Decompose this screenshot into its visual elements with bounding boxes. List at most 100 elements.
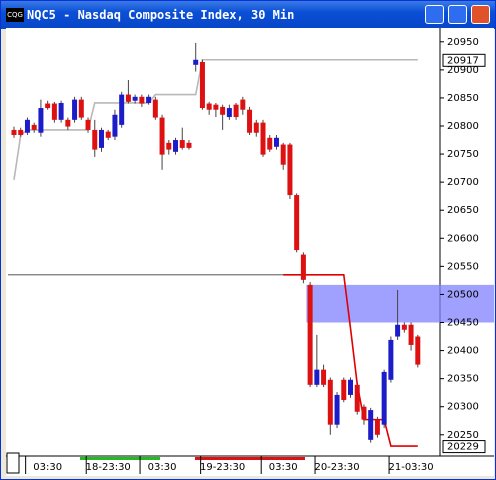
y-tick-label: 20350 <box>447 374 479 385</box>
candle-body <box>51 103 57 120</box>
candle-body <box>247 109 253 133</box>
candle-body <box>125 94 131 102</box>
window-title: NQC5 - Nasdaq Composite Index, 30 Min <box>27 8 295 22</box>
y-tick-label: 20800 <box>447 121 479 132</box>
svg-text:CQG: CQG <box>7 11 23 19</box>
candle-body <box>213 104 219 110</box>
candle-body <box>307 284 313 385</box>
candle-body <box>139 96 145 104</box>
maximize-button[interactable] <box>448 5 467 24</box>
title-bar: CQG NQC5 - Nasdaq Composite Index, 30 Mi… <box>1 1 495 29</box>
y-tick-label: 20550 <box>447 261 479 272</box>
candle-body <box>58 102 64 120</box>
candle-body <box>119 94 125 125</box>
candle-body <box>280 144 286 165</box>
candle-body <box>260 122 266 155</box>
chart: 20250 20300 20350 20400 20450 20500 20550 20600… <box>6 28 494 476</box>
x-tick-label: 03:30 <box>269 462 298 473</box>
indicator-line <box>13 58 418 181</box>
candle-body <box>152 99 158 118</box>
x-tick-label: 03:30 <box>148 462 177 473</box>
candle-body <box>354 384 360 412</box>
price-marker-label: 20229 <box>447 442 479 453</box>
candle-body <box>314 369 320 385</box>
candle-body <box>287 144 293 196</box>
candle-body <box>408 324 414 345</box>
y-tick-label: 20400 <box>447 346 479 357</box>
candle-body <box>327 379 333 425</box>
y-tick-label: 20850 <box>447 93 479 104</box>
candle-body <box>374 419 380 435</box>
candle-body <box>193 59 199 65</box>
candle-body <box>166 142 172 150</box>
y-tick-label: 20600 <box>447 233 479 244</box>
candle-body <box>233 104 239 118</box>
candle-body <box>72 99 78 120</box>
candle-body <box>78 99 84 118</box>
candle-body <box>321 369 327 385</box>
candle-body <box>300 254 306 280</box>
candle-body <box>226 108 232 118</box>
x-tick-label: 19-23:30 <box>200 462 245 473</box>
candle-body <box>159 117 165 155</box>
app-icon: CQG <box>6 8 24 22</box>
session-bar <box>195 457 305 460</box>
candle-body <box>11 129 17 135</box>
x-tick-label: 21-03:30 <box>388 462 433 473</box>
candle-body <box>24 119 30 133</box>
y-tick-label: 20250 <box>447 430 479 441</box>
candle-body <box>220 106 226 115</box>
scroll-box[interactable] <box>6 452 20 474</box>
y-tick-label: 20700 <box>447 177 479 188</box>
candle-body <box>240 99 246 110</box>
candle-body <box>267 137 273 150</box>
candle-body <box>186 142 192 148</box>
candle-body <box>401 324 407 330</box>
zone <box>306 284 494 323</box>
y-tick-label: 20300 <box>447 402 479 413</box>
y-tick-label: 20900 <box>447 65 479 76</box>
candle-body <box>31 124 37 130</box>
y-tick-label: 20450 <box>447 318 479 329</box>
candle-body <box>173 140 179 152</box>
session-bar <box>80 457 160 460</box>
candle-body <box>415 336 421 365</box>
candle-body <box>395 324 401 337</box>
candle-body <box>273 137 279 147</box>
candle-body <box>92 129 98 150</box>
y-tick-label: 20500 <box>447 289 479 300</box>
candle-body <box>253 122 259 133</box>
candle-body <box>206 103 212 110</box>
candle-body <box>381 371 387 425</box>
candle-body <box>368 410 374 440</box>
price-marker-box <box>442 440 486 454</box>
candle-body <box>179 140 185 148</box>
minimize-button[interactable] <box>425 5 444 24</box>
x-tick-label: 03:30 <box>33 462 62 473</box>
y-tick-label: 20650 <box>447 205 479 216</box>
candle-body <box>38 108 44 133</box>
candle-body <box>65 119 71 127</box>
candle-body <box>132 96 138 101</box>
candle-body <box>334 394 340 425</box>
x-tick-label: 20-23:30 <box>314 462 359 473</box>
candle-body <box>361 406 367 420</box>
y-tick-label: 20950 <box>447 37 479 48</box>
candle-body <box>112 114 118 137</box>
candle-body <box>98 129 104 148</box>
candle-body <box>294 195 300 251</box>
candle-body <box>199 62 205 109</box>
candle-body <box>388 339 394 380</box>
candle-body <box>105 131 111 138</box>
candle-body <box>18 129 24 135</box>
close-button[interactable] <box>471 5 490 24</box>
chart-background <box>6 28 494 476</box>
candle-body <box>348 379 353 395</box>
candle-body <box>341 379 347 400</box>
x-tick-label: 18-23:30 <box>86 462 131 473</box>
candle-body <box>146 96 152 103</box>
candle-body <box>85 119 91 130</box>
y-tick-label: 20750 <box>447 149 479 160</box>
candle-body <box>45 103 51 109</box>
price-marker-label: 20917 <box>447 55 479 66</box>
